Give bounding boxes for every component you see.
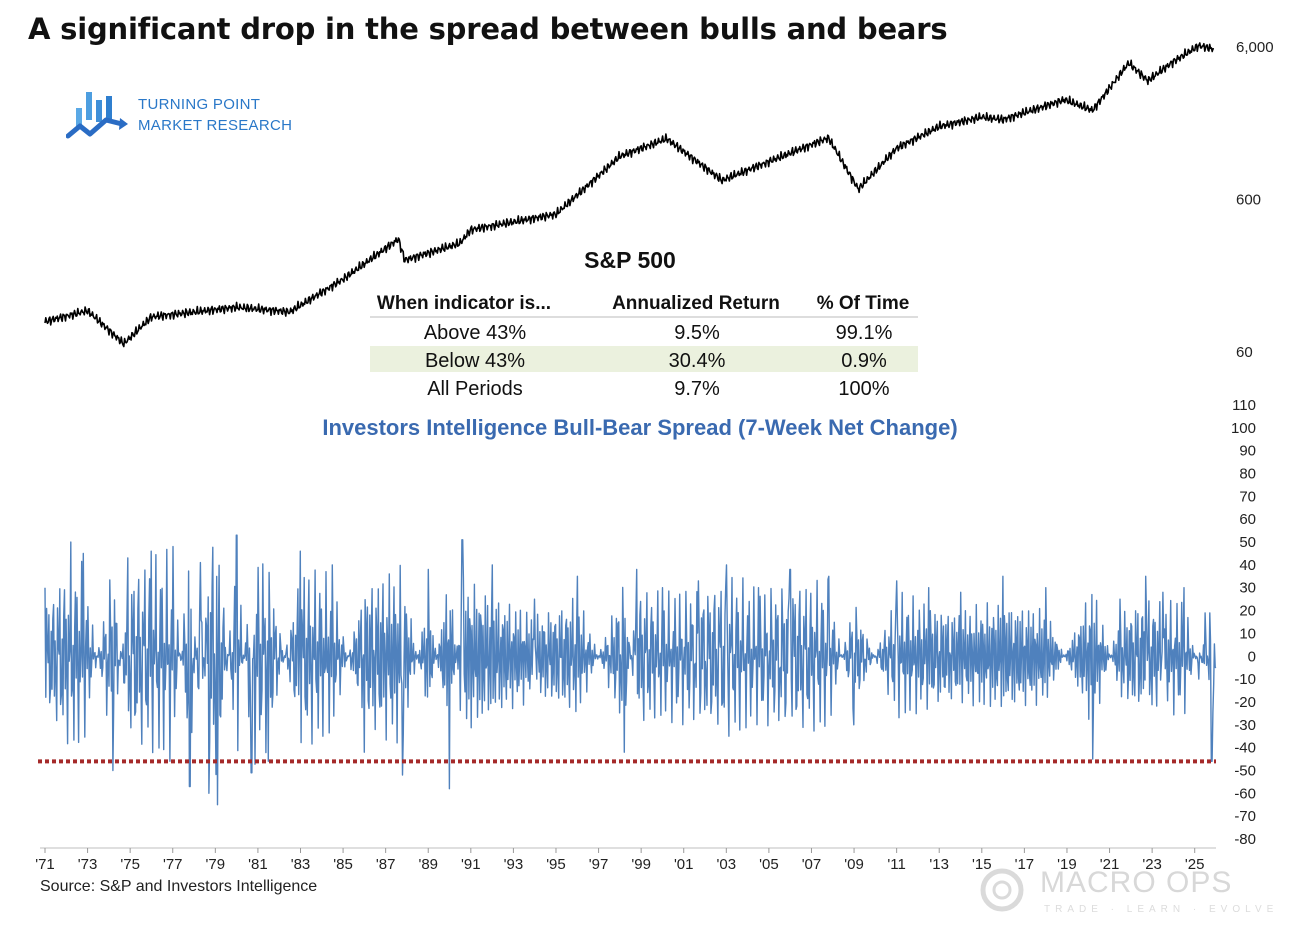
- x-tick-label: '75: [120, 856, 140, 873]
- table-cell: 9.5%: [674, 322, 720, 344]
- x-tick-label: '25: [1185, 856, 1205, 873]
- x-tick-label: '99: [631, 856, 651, 873]
- table-title: S&P 500: [584, 247, 676, 273]
- x-tick-label: '77: [163, 856, 183, 873]
- x-tick-label: '93: [504, 856, 524, 873]
- x-tick-label: '13: [929, 856, 949, 873]
- spread-tick-label: -50: [1234, 762, 1256, 779]
- x-tick-label: '19: [1057, 856, 1077, 873]
- x-tick-label: '73: [78, 856, 98, 873]
- table-header-condition: When indicator is...: [377, 293, 551, 314]
- table-cell: Above 43%: [424, 322, 527, 344]
- x-tick-label: '85: [333, 856, 353, 873]
- x-tick-label: '05: [759, 856, 779, 873]
- spread-chart-title: Investors Intelligence Bull-Bear Spread …: [322, 415, 957, 440]
- returns-table: S&P 500 When indicator is... Annualized …: [370, 247, 918, 400]
- table-cell: 0.9%: [841, 350, 887, 372]
- source-note: Source: S&P and Investors Intelligence: [40, 878, 318, 895]
- bar-chart-arrow-icon: [66, 92, 128, 139]
- spread-tick-label: 0: [1248, 648, 1256, 665]
- spread-tick-label: 80: [1239, 466, 1256, 483]
- spread-tick-label: 70: [1239, 488, 1256, 505]
- table-cell: Below 43%: [425, 350, 525, 372]
- x-tick-label: '07: [802, 856, 822, 873]
- x-axis: '71 '73 '75 '77 '79 '81 '83 '85 '87 '89 '91 '93 '95 '…: [35, 848, 1204, 873]
- spread-tick-label: 10: [1239, 625, 1256, 642]
- spx-y-axis: 60 600 6,000: [1236, 39, 1274, 361]
- x-tick-label: '17: [1015, 856, 1035, 873]
- table-cell: 99.1%: [836, 322, 893, 344]
- x-tick-label: '21: [1100, 856, 1120, 873]
- logo-line-2: MARKET RESEARCH: [138, 117, 293, 134]
- spread-tick-label: -70: [1234, 808, 1256, 825]
- spread-tick-label: 30: [1239, 580, 1256, 597]
- watermark-name: MACRO OPS: [1040, 866, 1233, 899]
- x-tick-label: '03: [717, 856, 737, 873]
- logo-line-1: TURNING POINT: [138, 96, 261, 113]
- spx-tick-label: 600: [1236, 191, 1261, 208]
- page-title: A significant drop in the spread between…: [28, 12, 948, 46]
- table-cell: 100%: [838, 378, 889, 400]
- x-tick-label: '97: [589, 856, 609, 873]
- x-tick-label: '09: [844, 856, 864, 873]
- spread-tick-label: 100: [1231, 420, 1256, 437]
- table-cell: All Periods: [427, 378, 523, 400]
- x-tick-label: '91: [461, 856, 481, 873]
- x-tick-label: '95: [546, 856, 566, 873]
- macro-ops-ring-icon: [980, 868, 1024, 912]
- spread-tick-label: -30: [1234, 717, 1256, 734]
- spread-tick-label: 50: [1239, 534, 1256, 551]
- spread-tick-label: 60: [1239, 511, 1256, 528]
- x-tick-label: '71: [35, 856, 55, 873]
- spread-tick-label: -40: [1234, 740, 1256, 757]
- spread-tick-label: -10: [1234, 671, 1256, 688]
- x-tick-label: '01: [674, 856, 694, 873]
- x-tick-label: '79: [206, 856, 226, 873]
- x-tick-label: '89: [418, 856, 438, 873]
- x-tick-label: '15: [972, 856, 992, 873]
- table-cell: 30.4%: [669, 350, 726, 372]
- x-tick-label: '83: [291, 856, 311, 873]
- table-highlight-row: [370, 346, 918, 372]
- turning-point-logo: TURNING POINT MARKET RESEARCH: [66, 86, 306, 150]
- spread-y-axis: 1101009080706050403020100-10-20-30-40-50…: [1231, 397, 1256, 848]
- x-tick-label: '81: [248, 856, 268, 873]
- x-tick-label: '11: [887, 856, 905, 873]
- spread-tick-label: 110: [1232, 397, 1256, 414]
- spx-tick-label: 6,000: [1236, 39, 1274, 56]
- spx-line: [44, 42, 1215, 348]
- table-header-return: Annualized Return: [612, 293, 780, 314]
- spread-tick-label: -80: [1234, 831, 1256, 848]
- x-tick-label: '87: [376, 856, 396, 873]
- spread-tick-label: 90: [1239, 443, 1256, 460]
- spread-tick-label: -20: [1234, 694, 1256, 711]
- watermark-tagline: TRADE · LEARN · EVOLVE: [1044, 904, 1279, 915]
- table-header-time: % Of Time: [817, 293, 910, 314]
- x-tick-label: '23: [1142, 856, 1162, 873]
- spread-tick-label: 40: [1239, 557, 1256, 574]
- spread-line: [44, 534, 1217, 806]
- spread-tick-label: 20: [1239, 603, 1256, 620]
- macro-ops-watermark: MACRO OPS TRADE · LEARN · EVOLVE: [978, 866, 1278, 922]
- table-cell: 9.7%: [674, 378, 720, 400]
- spx-tick-label: 60: [1236, 344, 1253, 361]
- spread-tick-label: -60: [1234, 785, 1256, 802]
